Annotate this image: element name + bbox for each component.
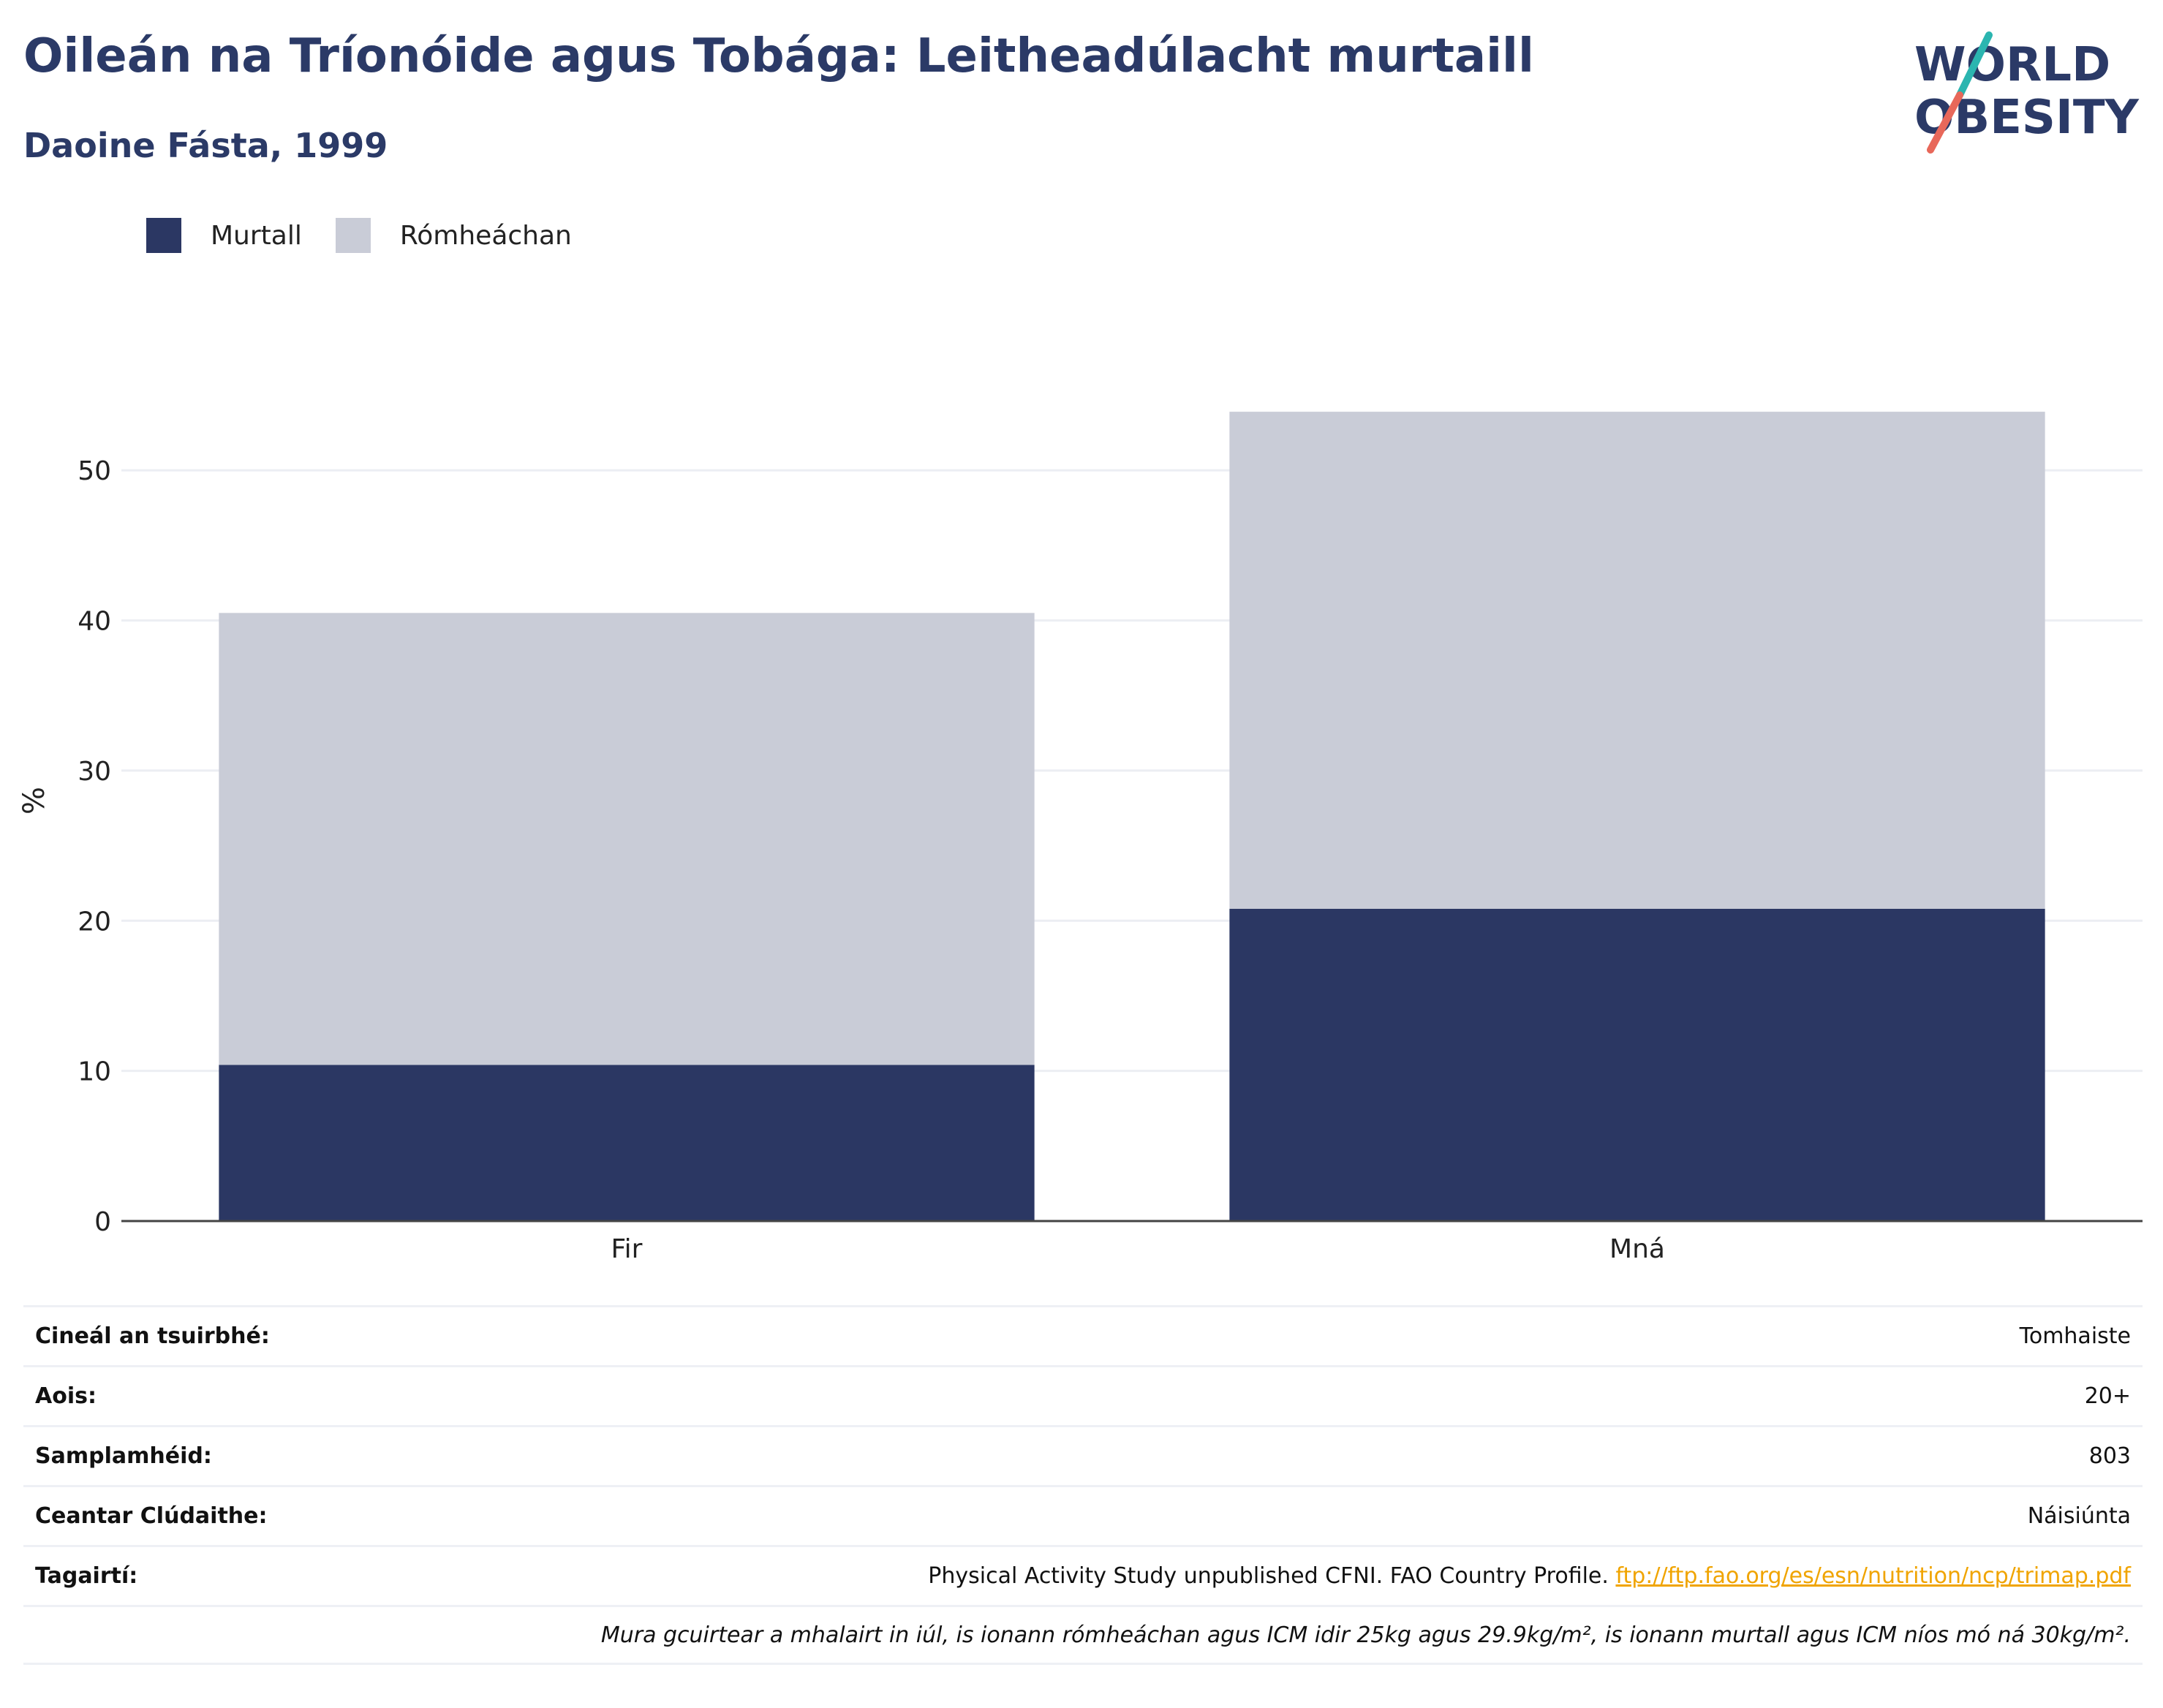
bar-obesity-1: [1229, 908, 2045, 1221]
svg-text:WORLD: WORLD: [1914, 38, 2110, 92]
y-tick-label: 20: [78, 907, 111, 937]
info-value: Tomhaiste: [2019, 1323, 2131, 1349]
legend-item-obesity: Murtall: [146, 218, 302, 253]
y-tick-label: 0: [94, 1207, 111, 1237]
reference-link[interactable]: ftp://ftp.fao.org/es/esn/nutrition/ncp/t…: [1615, 1563, 2131, 1589]
page-title: Oileán na Tríonóide agus Tobága: Leithea…: [23, 29, 1534, 83]
y-tick-label: 30: [78, 757, 111, 787]
legend-label-overweight: Rómheáchan: [399, 220, 572, 251]
info-key: Tagairtí:: [35, 1563, 138, 1589]
info-row-coverage: Ceantar Clúdaithe: Náisiúnta: [23, 1485, 2143, 1545]
info-value: 803: [2088, 1443, 2131, 1469]
legend-item-overweight: Rómheáchan: [335, 218, 572, 253]
info-row-references: Tagairtí: Physical Activity Study unpubl…: [23, 1545, 2143, 1605]
legend-swatch-obesity: [146, 218, 181, 253]
svg-text:OBESITY: OBESITY: [1914, 91, 2139, 145]
bar-overweight-1: [1229, 412, 2045, 909]
reference-value: Physical Activity Study unpublished CFNI…: [928, 1563, 2131, 1589]
info-row-survey-type: Cineál an tsuirbhé: Tomhaiste: [23, 1305, 2143, 1365]
legend-swatch-overweight: [335, 218, 371, 253]
info-key: Ceantar Clúdaithe:: [35, 1503, 268, 1529]
reference-text: Physical Activity Study unpublished CFNI…: [928, 1563, 1616, 1589]
x-tick-label: Mná: [1609, 1234, 1665, 1264]
world-obesity-logo: WORLD OBESITY: [1914, 31, 2139, 154]
survey-info-table: Cineál an tsuirbhé: Tomhaiste Aois: 20+ …: [23, 1305, 2143, 1665]
axes: 0 10 20 30 40 50 Fir Mná: [78, 456, 2143, 1264]
definition-note: Mura gcuirtear a mhalairt in iúl, is ion…: [600, 1622, 2131, 1648]
chart-legend: Murtall Rómheáchan: [146, 216, 605, 254]
bar-obesity-0: [219, 1065, 1035, 1221]
x-tick-label: Fir: [611, 1234, 643, 1264]
bars: [219, 412, 2045, 1221]
page-subtitle: Daoine Fásta, 1999: [23, 126, 388, 165]
bar-overweight-0: [219, 613, 1035, 1065]
y-tick-label: 10: [78, 1057, 111, 1087]
info-key: Cineál an tsuirbhé:: [35, 1323, 270, 1349]
info-row-note: Mura gcuirtear a mhalairt in iúl, is ion…: [23, 1605, 2143, 1665]
y-axis-title: %: [18, 787, 51, 815]
legend-label-obesity: Murtall: [211, 220, 302, 251]
info-value: 20+: [2084, 1383, 2131, 1409]
info-row-sample-size: Samplamhéid: 803: [23, 1425, 2143, 1485]
info-key: Aois:: [35, 1383, 97, 1409]
y-tick-label: 40: [78, 607, 111, 637]
y-tick-label: 50: [78, 456, 111, 486]
info-value: Náisiúnta: [2027, 1503, 2131, 1529]
info-key: Samplamhéid:: [35, 1443, 212, 1469]
bar-chart: 0 10 20 30 40 50 Fir Mná %: [18, 412, 2143, 1264]
info-row-age: Aois: 20+: [23, 1365, 2143, 1425]
